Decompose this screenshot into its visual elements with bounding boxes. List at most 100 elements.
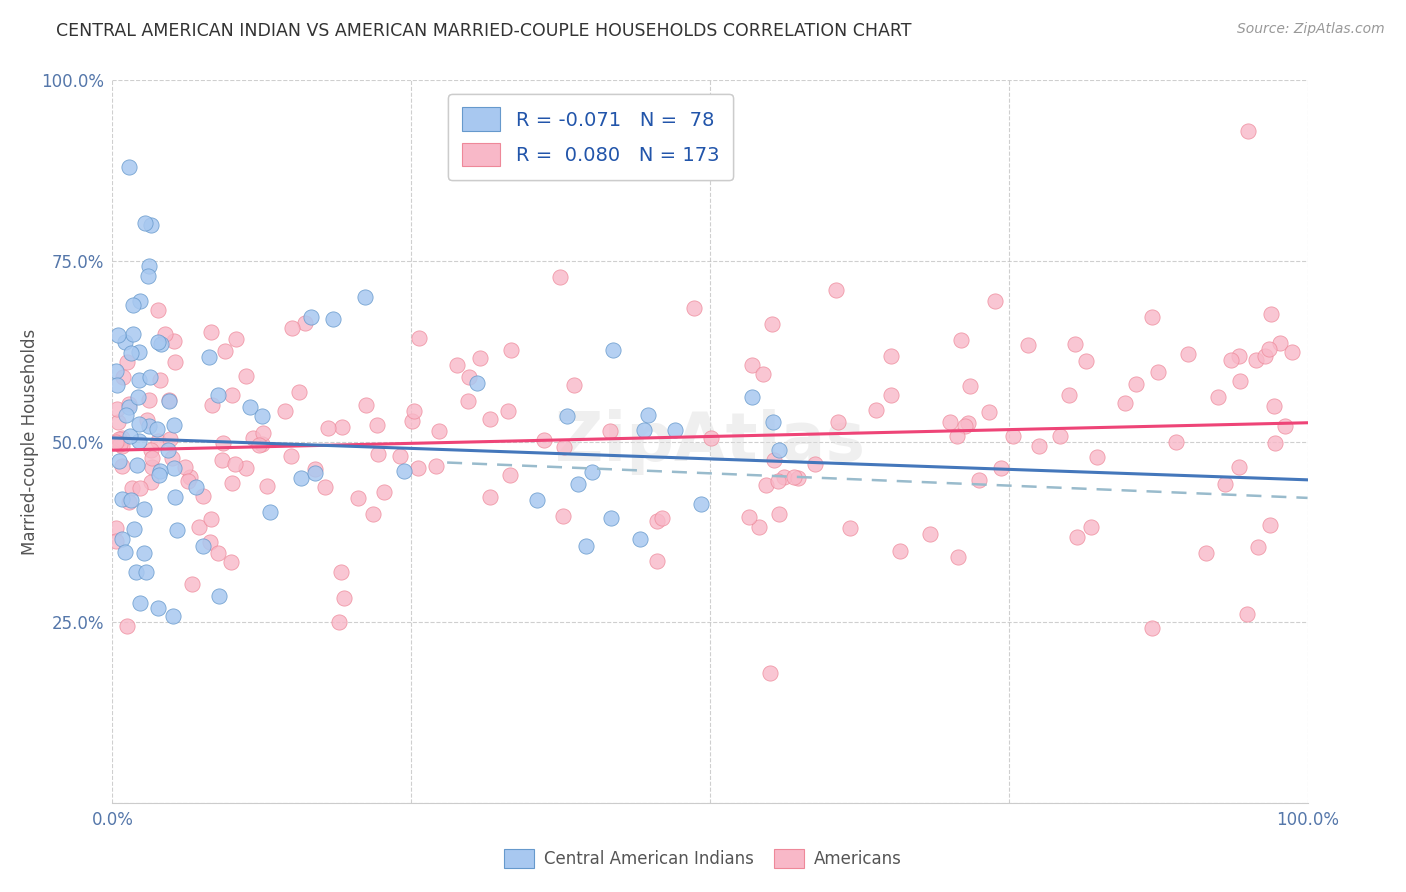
Text: ZipAtlas: ZipAtlas [555,409,865,475]
Point [1274,419,1296,434]
Point [200,535,222,549]
Point [207,546,229,560]
Point [1260,307,1282,321]
Point [105,364,128,378]
Point [783,469,806,483]
Point [562,378,585,392]
Point [107,454,129,468]
Point [117,397,139,411]
Point [741,358,763,372]
Point [135,412,157,426]
Point [1281,345,1303,359]
Point [121,327,143,342]
Point [138,392,160,407]
Point [1140,621,1163,635]
Point [470,351,492,365]
Point [112,369,135,384]
Point [117,354,139,368]
Point [1017,337,1039,351]
Point [761,317,783,331]
Point [969,474,991,488]
Point [186,480,208,494]
Point [880,349,903,363]
Point [1066,530,1088,544]
Point [553,508,575,523]
Point [690,497,713,511]
Point [1085,450,1108,464]
Point [401,414,423,428]
Point [741,390,763,404]
Point [148,468,170,483]
Point [408,331,430,345]
Point [1257,342,1279,356]
Point [141,475,163,490]
Point [499,468,522,483]
Point [110,437,132,451]
Point [950,333,973,347]
Point [111,532,134,546]
Point [600,511,623,525]
Point [553,440,575,454]
Point [1125,377,1147,392]
Point [128,345,150,359]
Point [193,489,215,503]
Point [762,415,785,429]
Point [128,417,150,431]
Point [148,302,170,317]
Point [128,434,150,448]
Point [1229,374,1251,388]
Point [211,436,233,450]
Point [939,415,962,429]
Point [304,462,326,476]
Point [250,437,273,451]
Point [827,416,849,430]
Point [162,609,184,624]
Point [567,476,589,491]
Point [107,432,129,446]
Point [146,600,169,615]
Point [105,377,128,392]
Point [166,524,188,538]
Point [548,270,571,285]
Point [977,405,1000,419]
Point [247,438,270,452]
Point [146,434,169,449]
Point [163,461,186,475]
Point [557,409,579,423]
Point [1258,518,1281,533]
Point [148,373,170,387]
Point [1227,349,1250,363]
Point [865,403,887,417]
Point [208,590,231,604]
Point [128,373,150,387]
Point [394,464,416,478]
Point [288,384,311,399]
Point [1237,124,1260,138]
Point [149,464,172,478]
Point [1213,477,1236,491]
Point [427,424,450,438]
Point [496,404,519,418]
Point [138,259,160,273]
Point [187,519,209,533]
Point [141,460,163,475]
Point [651,511,673,525]
Point [1253,350,1275,364]
Point [105,521,128,535]
Point [165,355,187,369]
Point [786,471,808,485]
Legend: Central American Indians, Americans: Central American Indians, Americans [498,843,908,875]
Point [1236,607,1258,622]
Point [160,450,183,465]
Point [156,443,179,458]
Point [889,543,911,558]
Point [825,283,848,297]
Point [107,416,129,430]
Point [920,527,942,541]
Point [838,521,860,535]
Point [159,394,181,409]
Point [354,290,377,304]
Point [179,470,201,484]
Point [163,418,186,433]
Point [479,412,502,426]
